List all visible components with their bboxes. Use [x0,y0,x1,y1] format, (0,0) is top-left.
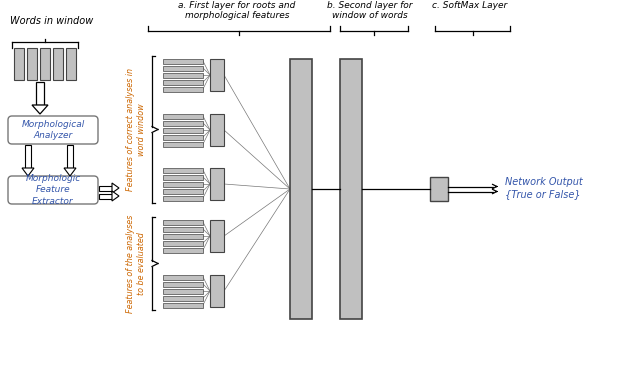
FancyBboxPatch shape [8,176,98,204]
Polygon shape [112,191,119,201]
Bar [210,114,224,146]
Text: c. SoftMax Layer: c. SoftMax Layer [433,1,508,10]
Text: Words in window: Words in window [10,16,93,26]
Bar [67,145,73,168]
Bar [53,48,63,80]
Bar [14,48,24,80]
Polygon shape [112,183,119,193]
Bar [163,127,203,132]
Bar [27,48,37,80]
Bar [163,167,203,172]
Polygon shape [32,105,48,114]
Polygon shape [64,168,76,176]
Polygon shape [22,168,34,176]
Bar [163,73,203,78]
Bar [25,145,31,168]
Bar [163,182,203,187]
Bar [163,220,203,225]
Bar [163,248,203,253]
Bar [290,59,312,319]
Bar [163,79,203,84]
Text: Network Output
{True or False}: Network Output {True or False} [505,177,583,199]
Bar [66,48,76,80]
Bar [163,86,203,91]
Bar [36,82,44,105]
Bar [430,177,448,201]
Text: a. First layer for roots and
morphological features: a. First layer for roots and morphologic… [179,1,296,20]
Bar [163,303,203,308]
Bar [210,220,224,252]
Text: Morphologic
Feature
Extractor: Morphologic Feature Extractor [26,174,81,205]
Text: Features of correct analyses in
word window: Features of correct analyses in word win… [126,68,146,191]
Bar [210,168,224,200]
Bar [163,121,203,126]
Bar [163,281,203,286]
Bar [99,194,112,199]
Bar [99,185,112,190]
Bar [210,59,224,91]
Bar [163,66,203,71]
Bar [210,275,224,307]
Bar [340,59,362,319]
Bar [163,233,203,238]
Text: Morphological
Analyzer: Morphological Analyzer [21,120,84,140]
Bar [163,275,203,280]
Bar [163,114,203,119]
Bar [163,134,203,139]
Bar [163,227,203,232]
Bar [40,48,50,80]
Bar [163,141,203,147]
Bar [163,296,203,301]
Bar [163,240,203,245]
FancyBboxPatch shape [8,116,98,144]
Text: b. Second layer for
window of words: b. Second layer for window of words [327,1,413,20]
Bar [163,174,203,179]
Bar [163,58,203,63]
Bar [163,195,203,200]
Text: Features of the analyses
to be evaluated: Features of the analyses to be evaluated [126,214,146,313]
Bar [163,288,203,293]
Bar [163,189,203,194]
